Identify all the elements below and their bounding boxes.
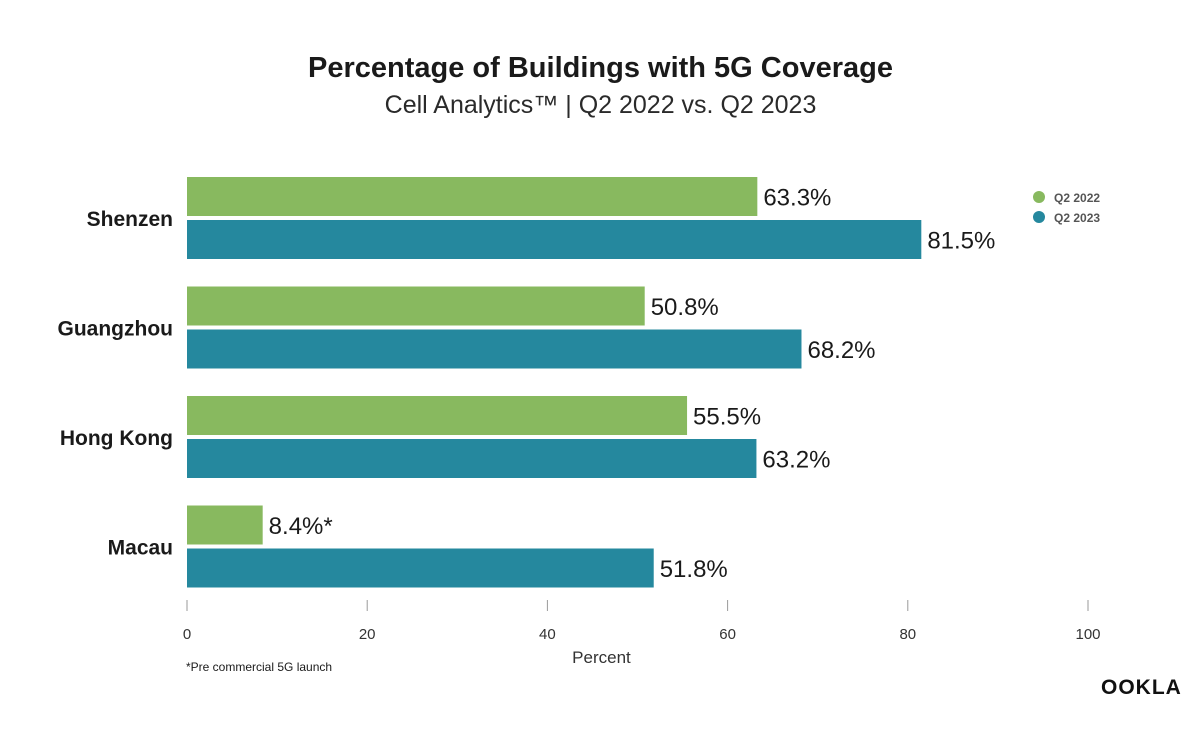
category-label: Hong Kong [60,427,173,450]
data-label: 81.5% [927,228,995,255]
bar [187,286,645,326]
bar [187,220,922,259]
bar [187,505,263,545]
chart-subtitle: Cell Analytics™ | Q2 2022 vs. Q2 2023 [384,91,817,119]
x-tick-label: 80 [899,626,916,643]
x-tick-label: 20 [359,626,376,643]
chart-title: Percentage of Buildings with 5G Coverage [308,52,893,84]
footnote: *Pre commercial 5G launch [186,660,333,674]
bar [187,396,688,435]
data-label: 55.5% [693,404,761,431]
data-label: 8.4%* [269,513,333,540]
bar [187,548,654,588]
category-label: Shenzen [87,208,173,231]
category-label: Macau [108,537,173,560]
bar [187,177,758,216]
data-label: 63.3% [763,185,831,212]
bar [187,439,757,478]
legend-marker [1033,191,1045,203]
ookla-logo: OOKLA [1101,676,1182,699]
x-axis-label: Percent [572,648,631,667]
data-label: 63.2% [762,447,830,474]
category-label: Guangzhou [58,318,173,341]
x-tick-label: 0 [183,626,191,643]
legend-marker [1033,211,1045,223]
x-tick-label: 60 [719,626,736,643]
bar [187,329,802,369]
data-label: 51.8% [660,556,728,583]
data-label: 68.2% [807,337,875,364]
legend-label: Q2 2023 [1054,211,1100,225]
x-tick-label: 100 [1075,626,1100,643]
legend-label: Q2 2022 [1054,191,1100,205]
data-label: 50.8% [651,294,719,321]
x-tick-label: 40 [539,626,556,643]
